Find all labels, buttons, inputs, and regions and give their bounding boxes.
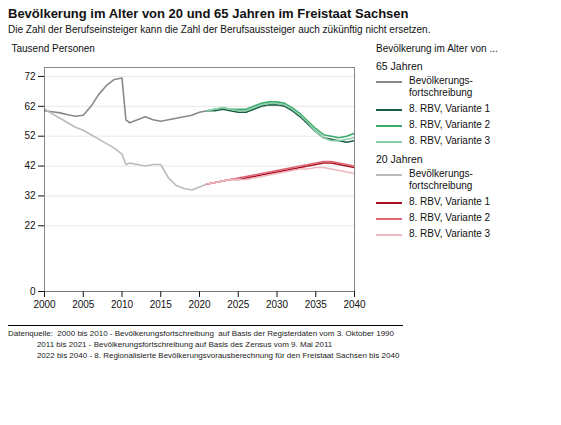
html-text:8. RBV, Variante 3: 8. RBV, Variante 3 — [409, 135, 491, 146]
svg-text:2040: 2040 — [343, 299, 366, 310]
svg-text:72: 72 — [24, 71, 36, 82]
html-text:2022 bis 2040 - 8. Regionalisi: 2022 bis 2040 - 8. Regionalisierte Bevöl… — [8, 350, 400, 360]
svg-text:Tausend Personen: Tausend Personen — [12, 43, 95, 54]
svg-text:2010: 2010 — [111, 299, 134, 310]
svg-text:2005: 2005 — [72, 299, 95, 310]
html-text:8. RBV, Variante 1: 8. RBV, Variante 1 — [409, 103, 491, 114]
svg-text:0: 0 — [30, 286, 36, 297]
html-text:8. RBV, Variante 1: 8. RBV, Variante 1 — [409, 196, 491, 207]
html-text:Bevölkerungs- fortschreibung: Bevölkerungs- fortschreibung — [409, 168, 473, 191]
html-text:8. RBV, Variante 2: 8. RBV, Variante 2 — [409, 119, 491, 130]
html-text:20 Jahren: 20 Jahren — [376, 153, 423, 165]
html-text:Bevölkerungs- fortschreibung: Bevölkerungs- fortschreibung — [409, 75, 473, 98]
svg-text:62: 62 — [24, 101, 36, 112]
svg-text:2020: 2020 — [188, 299, 211, 310]
svg-text:2035: 2035 — [305, 299, 328, 310]
svg-text:2025: 2025 — [227, 299, 250, 310]
html-text:Die Zahl der Berufseinsteiger: Die Zahl der Berufseinsteiger kann die Z… — [8, 24, 431, 35]
html-text:Datenquelle: 2000 bis 2010 - B: Datenquelle: 2000 bis 2010 - Bevölkerung… — [8, 329, 394, 338]
svg-text:32: 32 — [24, 190, 36, 201]
svg-text:2015: 2015 — [150, 299, 173, 310]
html-text:Bevölkerung im Alter von 20 un: Bevölkerung im Alter von 20 und 65 Jahre… — [8, 6, 409, 21]
svg-text:2030: 2030 — [266, 299, 289, 310]
svg-text:52: 52 — [24, 130, 36, 141]
svg-text:22: 22 — [24, 220, 36, 231]
html-text:Bevölkerung im Alter von ...: Bevölkerung im Alter von ... — [376, 43, 498, 54]
html-text:2011 bis 2021 - Bevölkerungsfo: 2011 bis 2021 - Bevölkerungsfortschreibu… — [8, 339, 333, 349]
html-text:65 Jahren: 65 Jahren — [376, 60, 423, 72]
svg-text:2000: 2000 — [33, 299, 56, 310]
html-text:8. RBV, Variante 3: 8. RBV, Variante 3 — [409, 228, 491, 239]
svg-text:42: 42 — [24, 160, 36, 171]
html-text:8. RBV, Variante 2: 8. RBV, Variante 2 — [409, 212, 491, 223]
